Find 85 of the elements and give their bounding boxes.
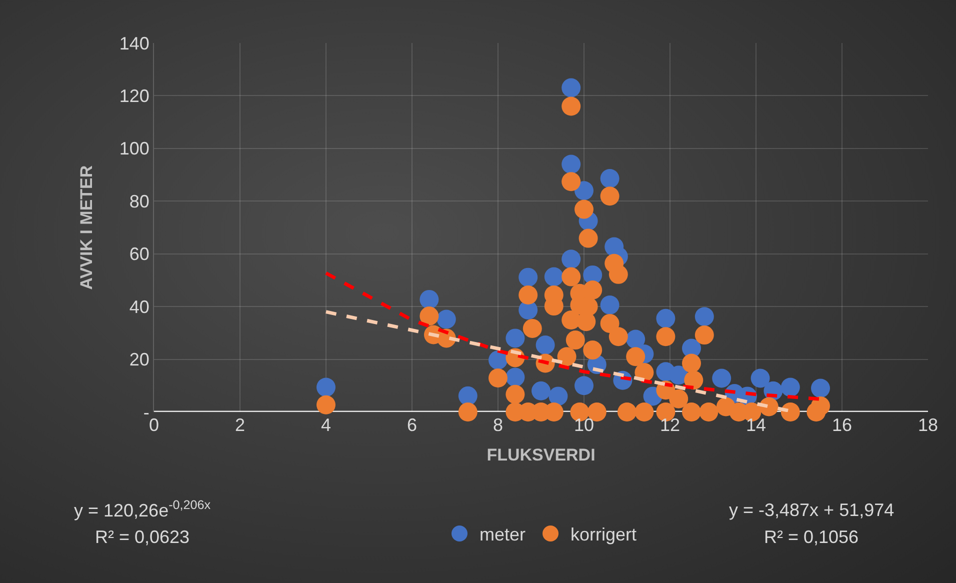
y-tick-label: 140 <box>119 33 150 54</box>
point <box>656 327 676 346</box>
point <box>436 310 456 329</box>
x-tick-label: 14 <box>746 415 766 435</box>
point <box>518 268 538 287</box>
x-tick-label: 10 <box>574 415 594 435</box>
y-tick-label: 60 <box>129 244 150 264</box>
point <box>562 78 581 98</box>
point <box>694 326 714 345</box>
point <box>669 366 688 385</box>
point <box>656 308 676 328</box>
point <box>780 378 800 397</box>
point <box>583 340 602 360</box>
point <box>458 402 478 422</box>
point <box>488 368 508 388</box>
point <box>600 168 620 188</box>
point <box>669 389 688 408</box>
point <box>566 330 585 350</box>
point <box>811 378 830 398</box>
point <box>780 402 800 422</box>
point <box>583 280 602 300</box>
point <box>682 354 701 373</box>
text: R² = 0,0623 <box>95 527 190 547</box>
text: y = 120,26e$^{-0,206x}$ <box>74 498 212 521</box>
point <box>750 368 770 388</box>
x-tick-label: 2 <box>234 415 246 435</box>
point <box>626 347 646 366</box>
point <box>608 264 628 284</box>
point <box>562 250 581 269</box>
point <box>420 306 439 326</box>
point <box>562 267 581 286</box>
point <box>562 154 581 174</box>
point <box>699 402 718 422</box>
y-tick-label: 20 <box>129 350 150 370</box>
y-tick-label: 120 <box>119 86 150 106</box>
point <box>600 314 620 333</box>
point <box>518 285 538 304</box>
y-tick-label: 40 <box>129 296 150 317</box>
point <box>557 347 576 366</box>
point <box>488 350 508 370</box>
text: R² = 0,1056 <box>764 527 859 547</box>
point <box>506 384 525 404</box>
point <box>712 368 732 388</box>
legend-label: korrigert <box>570 524 637 544</box>
x-tick-label: 6 <box>406 415 418 435</box>
point <box>316 378 336 397</box>
point <box>562 96 581 116</box>
point <box>626 330 646 349</box>
y-axis-title: AVVIK I METER <box>76 165 96 290</box>
point <box>600 186 620 206</box>
y-tick-label: 80 <box>129 191 150 212</box>
y-tick-label: 100 <box>119 138 150 159</box>
point <box>578 228 598 248</box>
y-tick-label: - <box>143 402 150 422</box>
x-tick-label: 12 <box>660 415 680 435</box>
text: y = -3,487x + 51,974 <box>729 500 894 520</box>
point <box>600 295 620 314</box>
x-tick-label: 4 <box>320 415 332 435</box>
point <box>574 181 594 200</box>
point <box>548 386 568 406</box>
point <box>506 328 525 348</box>
point <box>618 402 636 422</box>
point <box>634 402 654 422</box>
point <box>608 327 628 346</box>
point <box>316 395 336 414</box>
point <box>420 290 439 309</box>
x-tick-label: 16 <box>832 415 852 435</box>
point <box>682 402 701 422</box>
x-tick-label: 8 <box>492 415 504 435</box>
point <box>536 336 555 355</box>
point <box>684 370 704 390</box>
legend-label: meter <box>480 524 526 544</box>
point <box>694 307 714 326</box>
point <box>532 381 550 400</box>
point <box>811 396 830 416</box>
point <box>562 172 581 192</box>
point <box>574 200 594 219</box>
point <box>574 376 594 396</box>
point <box>544 267 564 286</box>
x-tick-label: 18 <box>918 415 938 435</box>
point <box>506 368 525 387</box>
x-axis-title: FLUKSVERDI <box>486 445 596 464</box>
x-tick-label: 0 <box>148 415 160 435</box>
point <box>522 318 542 338</box>
point <box>458 386 478 406</box>
